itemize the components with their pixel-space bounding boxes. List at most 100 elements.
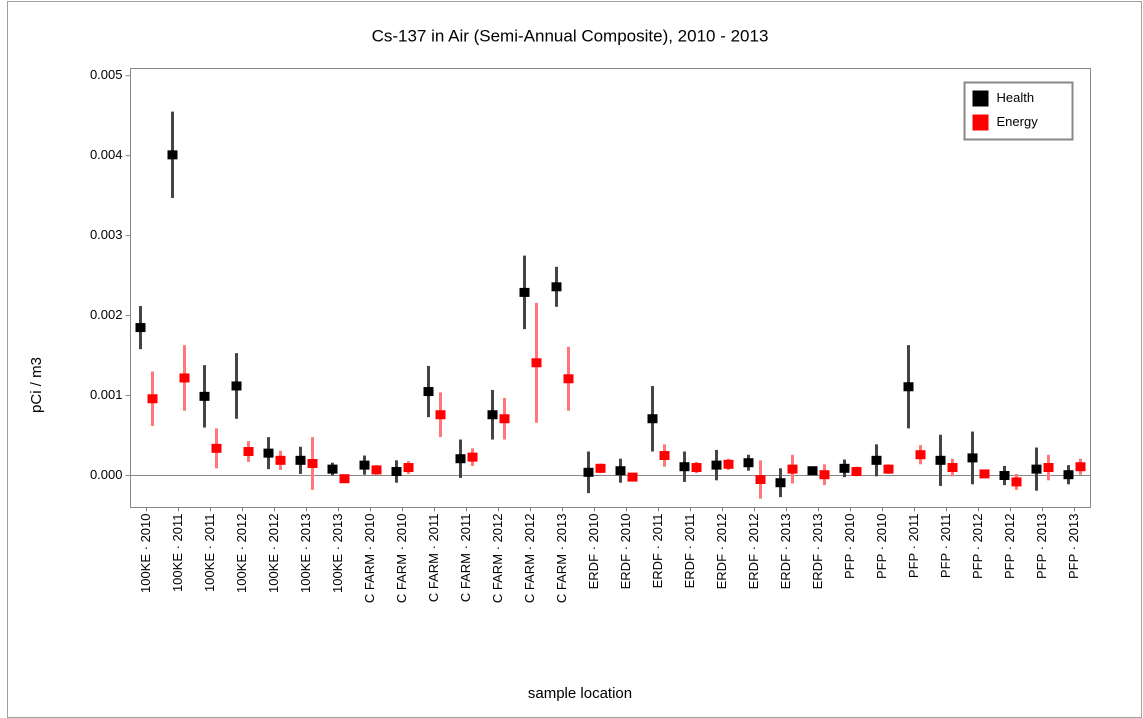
- point: [915, 450, 926, 460]
- x-tick-label: PFP · 2011: [906, 514, 921, 579]
- x-tick-label: C FARM · 2013: [554, 514, 569, 604]
- x-tick-label: ERDF · 2010: [618, 514, 633, 590]
- point: [211, 443, 222, 453]
- point: [871, 455, 882, 465]
- point: [435, 410, 446, 420]
- point: [691, 463, 702, 473]
- x-tick-label: C FARM · 2010: [394, 514, 409, 604]
- point: [275, 455, 286, 465]
- point: [199, 391, 210, 401]
- point: [243, 447, 254, 457]
- point: [487, 410, 498, 420]
- point: [563, 374, 574, 384]
- point: [339, 474, 350, 484]
- point: [327, 464, 338, 474]
- point: [231, 381, 242, 391]
- point: [147, 394, 158, 404]
- point: [1011, 477, 1022, 487]
- x-tick-label: 100KE · 2012: [266, 514, 281, 594]
- legend-swatch: [972, 114, 989, 131]
- point: [723, 459, 734, 469]
- y-tick-label: 0.002: [90, 307, 123, 322]
- point: [167, 150, 178, 160]
- x-tick-label: ERDF · 2011: [650, 514, 665, 589]
- point: [551, 282, 562, 292]
- point: [979, 469, 990, 479]
- point: [423, 387, 434, 397]
- point: [755, 475, 766, 485]
- point: [531, 358, 542, 368]
- frame: [7, 1, 1142, 718]
- point: [947, 463, 958, 473]
- x-tick-label: PFP · 2010: [842, 514, 857, 580]
- point: [775, 478, 786, 488]
- point: [1063, 470, 1074, 480]
- plot-frame: [130, 68, 1091, 508]
- point: [839, 463, 850, 473]
- x-tick-label: 100KE · 2012: [234, 514, 249, 594]
- legend-label: Energy: [997, 114, 1039, 129]
- point: [371, 465, 382, 475]
- point: [935, 455, 946, 465]
- x-tick-label: 100KE · 2011: [202, 514, 217, 593]
- x-tick-label: ERDF · 2012: [714, 514, 729, 590]
- point: [499, 414, 510, 424]
- point: [807, 466, 818, 476]
- point: [179, 373, 190, 383]
- x-tick-label: C FARM · 2012: [522, 514, 537, 604]
- legend-swatch: [972, 90, 989, 107]
- x-axis-label: sample location: [528, 685, 632, 702]
- x-tick-label: ERDF · 2012: [746, 514, 761, 590]
- point: [967, 453, 978, 463]
- point: [615, 466, 626, 476]
- x-tick-label: 100KE · 2013: [330, 514, 345, 594]
- point: [851, 467, 862, 477]
- point: [647, 414, 658, 424]
- x-tick-label: C FARM · 2010: [362, 514, 377, 604]
- x-tick-label: 100KE · 2013: [298, 514, 313, 594]
- x-tick-label: PFP · 2012: [1002, 514, 1017, 580]
- chart-title: Cs-137 in Air (Semi-Annual Composite), 2…: [372, 26, 769, 45]
- y-tick-label: 0.001: [90, 387, 123, 402]
- point: [1075, 462, 1086, 472]
- x-tick-label: PFP · 2011: [938, 514, 953, 579]
- point: [583, 467, 594, 477]
- x-tick-label: ERDF · 2011: [682, 514, 697, 589]
- point: [295, 455, 306, 465]
- point: [307, 459, 318, 469]
- point: [455, 454, 466, 464]
- point: [135, 323, 146, 333]
- x-tick-label: ERDF · 2013: [778, 514, 793, 590]
- x-tick-label: C FARM · 2012: [490, 514, 505, 604]
- x-tick-label: 100KE · 2010: [138, 514, 153, 594]
- y-tick-label: 0.005: [90, 67, 123, 82]
- legend-label: Health: [997, 90, 1035, 105]
- x-tick-label: C FARM · 2011: [458, 514, 473, 603]
- point: [883, 464, 894, 474]
- point: [391, 467, 402, 477]
- point: [467, 452, 478, 462]
- point: [263, 448, 274, 458]
- point: [999, 471, 1010, 481]
- point: [519, 287, 530, 297]
- point: [627, 472, 638, 482]
- y-tick-label: 0.003: [90, 227, 123, 242]
- x-tick-label: PFP · 2013: [1034, 514, 1049, 580]
- y-tick-label: 0.004: [90, 147, 123, 162]
- point: [659, 451, 670, 461]
- y-axis-label: pCi / m3: [28, 357, 45, 413]
- x-tick-label: ERDF · 2010: [586, 514, 601, 590]
- point: [1031, 464, 1042, 474]
- point: [595, 463, 606, 473]
- x-tick-label: PFP · 2010: [874, 514, 889, 580]
- x-tick-label: PFP · 2013: [1066, 514, 1081, 580]
- point: [711, 460, 722, 470]
- point: [787, 464, 798, 474]
- point: [403, 463, 414, 473]
- point: [359, 460, 370, 470]
- x-tick-label: ERDF · 2013: [810, 514, 825, 590]
- point: [819, 470, 830, 480]
- point: [1043, 463, 1054, 473]
- x-tick-label: PFP · 2012: [970, 514, 985, 580]
- y-tick-label: 0.000: [90, 467, 123, 482]
